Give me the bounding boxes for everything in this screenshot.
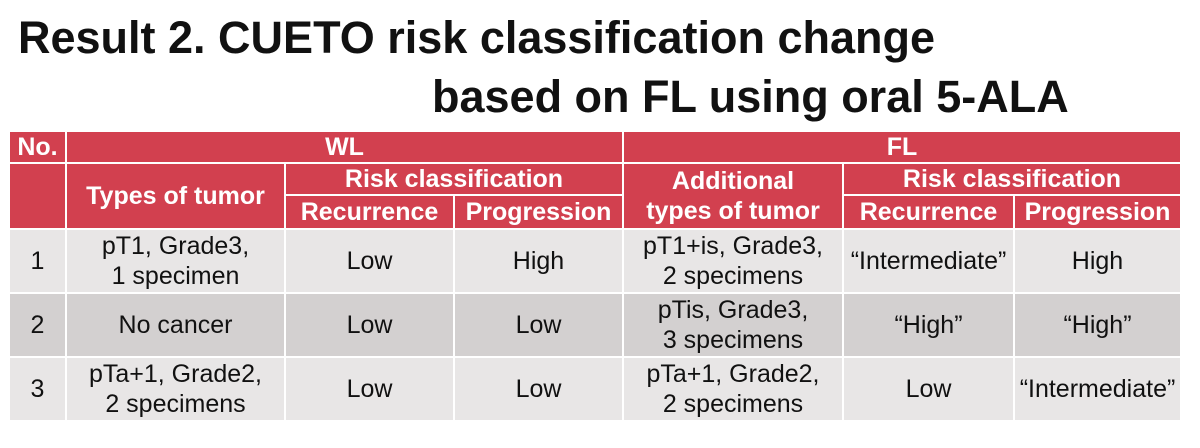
fl-progression: High: [1013, 228, 1182, 294]
fl-progression: “Intermediate”: [1013, 356, 1182, 422]
row-number: 3: [8, 356, 67, 422]
wl-tumor-type-line2: 1 specimen: [111, 262, 240, 290]
wl-progression: Low: [453, 356, 624, 422]
header-additional-types: Additional types of tumor: [622, 162, 844, 230]
header-risk-classification-fl: Risk classification: [842, 162, 1182, 196]
wl-recurrence: Low: [284, 228, 455, 294]
header-progression-fl: Progression: [1013, 194, 1182, 230]
fl-progression: “High”: [1013, 292, 1182, 358]
fl-tumor-type-line2: 2 specimens: [662, 262, 804, 290]
fl-recurrence: “Intermediate”: [842, 228, 1015, 294]
header-no-spacer: [8, 162, 67, 230]
header-recurrence-fl: Recurrence: [842, 194, 1015, 230]
header-row-3: Recurrence Progression Recurrence Progre…: [9, 194, 1182, 230]
wl-progression: Low: [453, 292, 624, 358]
header-wl: WL: [65, 130, 624, 164]
table-row: 2 No cancer Low Low pTis, Grade3, 3 spec…: [8, 292, 1182, 358]
row-number: 2: [8, 292, 67, 358]
fl-recurrence: “High”: [842, 292, 1015, 358]
fl-tumor-type: pTa+1, Grade2, 2 specimens: [622, 356, 844, 422]
wl-tumor-type: No cancer: [65, 292, 286, 358]
fl-tumor-type-line2: 2 specimens: [662, 390, 804, 418]
wl-progression: High: [453, 228, 624, 294]
table-row: 3 pTa+1, Grade2, 2 specimens Low Low pTa…: [8, 356, 1182, 422]
wl-tumor-type-line1: No cancer: [118, 311, 233, 339]
fl-tumor-type-line1: pTa+1, Grade2,: [646, 360, 820, 388]
wl-tumor-type-line2: 2 specimens: [105, 390, 246, 418]
wl-tumor-type-line1: pT1, Grade3,: [101, 232, 250, 260]
header-fl: FL: [622, 130, 1182, 164]
wl-tumor-type: pTa+1, Grade2, 2 specimens: [65, 356, 286, 422]
slide-title-line1: Result 2. CUETO risk classification chan…: [18, 12, 935, 63]
fl-recurrence: Low: [842, 356, 1015, 422]
fl-tumor-type-line2: 3 specimens: [662, 326, 804, 354]
row-number: 1: [8, 228, 67, 294]
header-recurrence-wl: Recurrence: [284, 194, 455, 230]
header-additional-types-line2: types of tumor: [646, 197, 820, 225]
table-row: 1 pT1, Grade3, 1 specimen Low High pT1+i…: [8, 228, 1182, 294]
fl-tumor-type: pTis, Grade3, 3 specimens: [622, 292, 844, 358]
slide-title-line2: based on FL using oral 5-ALA: [432, 71, 1069, 122]
header-risk-classification-wl: Risk classification: [284, 162, 624, 196]
fl-tumor-type-line1: pT1+is, Grade3,: [643, 232, 823, 260]
fl-tumor-type-line1: pTis, Grade3,: [657, 296, 809, 324]
cueto-risk-table: No. WL FL Types of tumor Risk classifica…: [8, 130, 1182, 422]
wl-tumor-type-line1: pTa+1, Grade2,: [88, 360, 263, 388]
header-no: No.: [8, 130, 67, 164]
header-additional-types-line1: Additional: [671, 167, 795, 195]
wl-recurrence: Low: [284, 356, 455, 422]
wl-tumor-type: pT1, Grade3, 1 specimen: [65, 228, 286, 294]
header-row-2: Types of tumor Risk classification Addit…: [8, 162, 1182, 230]
wl-recurrence: Low: [284, 292, 455, 358]
header-progression-wl: Progression: [453, 194, 624, 230]
header-row-1: No. WL FL: [8, 130, 1182, 164]
header-types-of-tumor: Types of tumor: [65, 162, 286, 230]
fl-tumor-type: pT1+is, Grade3, 2 specimens: [622, 228, 844, 294]
